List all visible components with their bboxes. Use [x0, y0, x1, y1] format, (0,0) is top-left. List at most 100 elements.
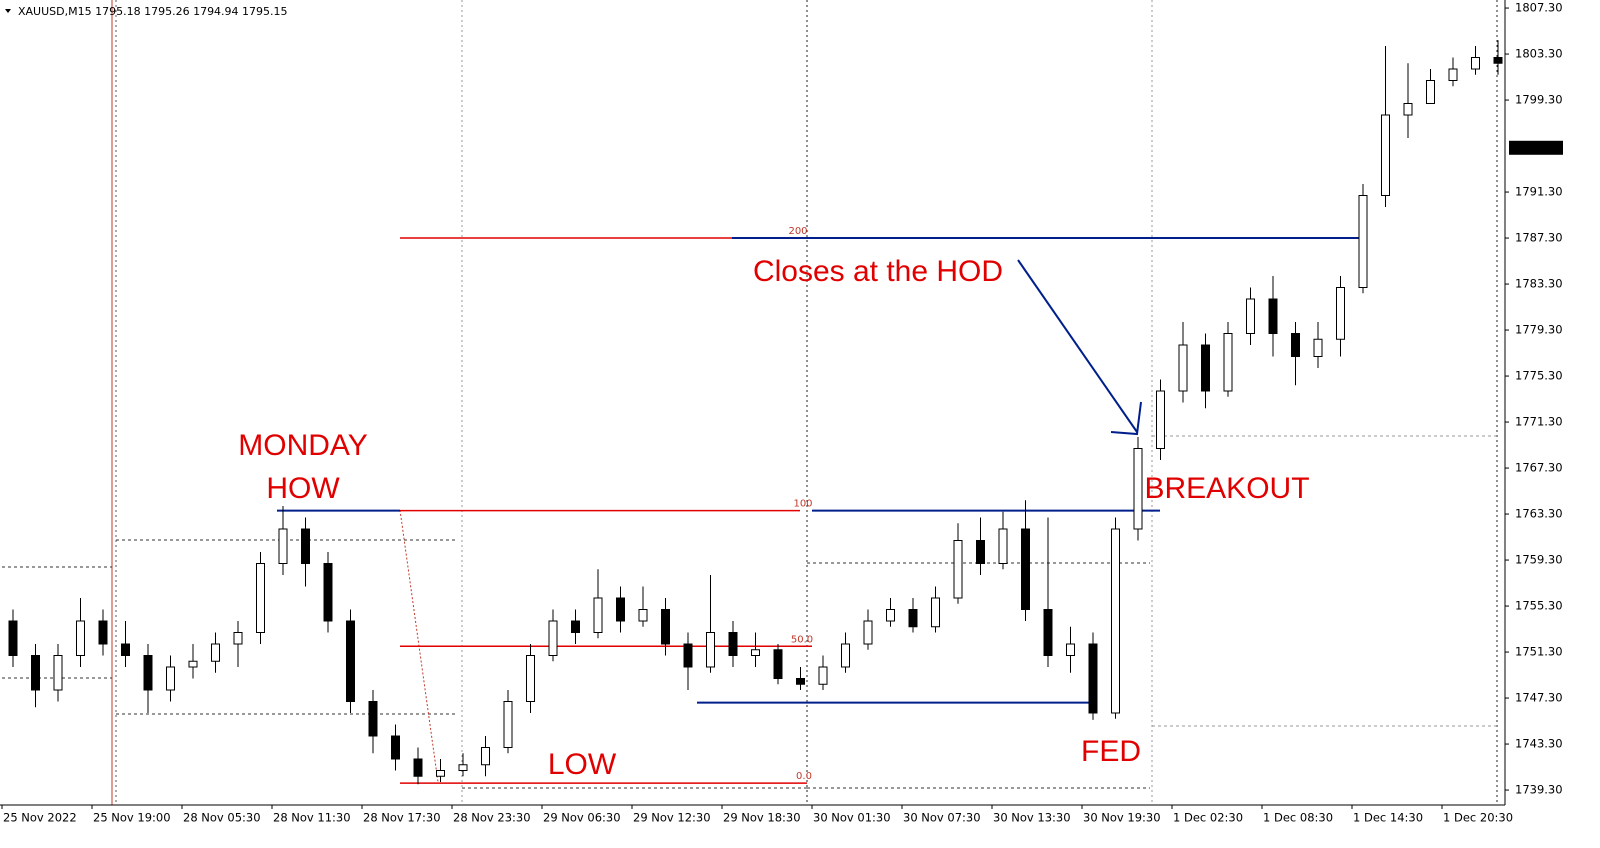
candle-body [211, 643, 220, 662]
y-tick-label: 1807.30 [1515, 1, 1563, 15]
candle-body [143, 655, 153, 691]
x-tick-label: 28 Nov 23:30 [453, 811, 531, 825]
menu-triangle [5, 9, 11, 13]
candle-body [706, 632, 715, 668]
x-tick-label: 1 Dec 14:30 [1353, 811, 1423, 825]
candle-body [818, 666, 828, 685]
x-tick-label: 25 Nov 19:00 [93, 811, 171, 825]
x-tick-label: 25 Nov 2022 [3, 811, 77, 825]
y-tick-label: 1775.30 [1515, 369, 1563, 383]
candle-body [188, 660, 198, 668]
session-separators [115, 0, 1498, 805]
fib-label: 50.0 [791, 634, 813, 645]
y-tick-label: 1743.30 [1515, 737, 1563, 751]
candle-body [256, 563, 265, 633]
x-tick-label: 1 Dec 08:30 [1263, 811, 1333, 825]
candle-body [121, 643, 130, 656]
candle-body [1313, 338, 1323, 357]
candle-body [1201, 344, 1210, 392]
candle-body [976, 540, 985, 564]
candle-body [1111, 528, 1120, 714]
annotation: HOW [266, 472, 340, 505]
candle-body [1156, 390, 1165, 449]
candle-body [1246, 298, 1255, 334]
y-tick-label: 1747.30 [1515, 691, 1563, 705]
candle-body [1448, 68, 1458, 81]
drawn-lines: 200 100 50.0 0.0 [277, 226, 1365, 784]
candle-body [661, 609, 670, 645]
symbol-header: XAUUSD,M15 1795.18 1795.26 1794.94 1795.… [18, 5, 288, 18]
arrow-head [1110, 401, 1142, 436]
candle-body [1336, 287, 1345, 340]
fib-label: 200 [788, 226, 807, 237]
candle-body [413, 758, 423, 777]
y-tick-label: 1799.30 [1515, 93, 1563, 107]
candle-body [1471, 57, 1480, 70]
y-tick-label: 1771.30 [1515, 415, 1563, 429]
candle-body [683, 643, 693, 668]
candle-body [1088, 643, 1098, 714]
arrow [1017, 259, 1142, 436]
candle-body [8, 620, 18, 656]
candle-body [571, 620, 580, 633]
candle-body [278, 528, 288, 564]
candle-body [391, 735, 400, 760]
candle-body [346, 620, 355, 702]
candle-body [953, 540, 963, 599]
candle-body [436, 770, 445, 777]
candle-body [31, 655, 40, 691]
candle-body [1066, 643, 1075, 656]
x-tick-label: 1 Dec 02:30 [1173, 811, 1243, 825]
y-tick-label: 1755.30 [1515, 599, 1563, 613]
candle-body [53, 655, 63, 691]
y-tick-label: 1763.30 [1515, 507, 1563, 521]
x-tick-label: 28 Nov 11:30 [273, 811, 351, 825]
candle-body [638, 609, 648, 622]
y-tick-label: 1759.30 [1515, 553, 1563, 567]
candle-body [863, 620, 873, 645]
y-tick-label: 1803.30 [1515, 47, 1563, 61]
candle-body [998, 528, 1008, 564]
candle-body [931, 597, 940, 628]
candle-body [323, 563, 333, 622]
candle-body [526, 655, 535, 702]
candle-body [548, 620, 558, 656]
candle-body [1021, 528, 1030, 610]
annotation: Closes at the HOD [753, 255, 1003, 288]
x-tick-label: 30 Nov 01:30 [813, 811, 891, 825]
candle-body [1043, 609, 1053, 656]
candle-body [458, 764, 468, 771]
x-tick-label: 29 Nov 18:30 [723, 811, 801, 825]
candle-body [886, 609, 895, 622]
y-tick-label: 1791.30 [1515, 185, 1563, 199]
y-tick-label: 1779.30 [1515, 323, 1563, 337]
x-tick-label: 30 Nov 07:30 [903, 811, 981, 825]
candle-body [368, 701, 378, 737]
candle-body [1133, 448, 1143, 530]
arrow-shaft [1017, 259, 1138, 433]
candle-body [1493, 57, 1503, 64]
candle-body [728, 632, 738, 656]
candle-body [616, 597, 625, 622]
x-tick-label: 29 Nov 06:30 [543, 811, 621, 825]
y-tick-label: 1751.30 [1515, 645, 1563, 659]
candle-body [301, 528, 310, 564]
fib-label: 100 [793, 499, 812, 510]
x-tick-label: 28 Nov 05:30 [183, 811, 261, 825]
price-tag-label: 1795.15 [1514, 140, 1562, 154]
candle-body [1291, 333, 1300, 357]
candle-body [166, 666, 175, 691]
candle-body [1268, 298, 1278, 334]
annotation: MONDAY [238, 429, 367, 462]
candle-body [1426, 80, 1435, 104]
candle-body [751, 649, 760, 656]
annotation: FED [1081, 735, 1141, 768]
annotation: BREAKOUT [1144, 472, 1309, 505]
candle-body [796, 678, 805, 685]
candle-body [503, 701, 513, 748]
candles [8, 40, 1503, 785]
candle-body [908, 609, 918, 628]
